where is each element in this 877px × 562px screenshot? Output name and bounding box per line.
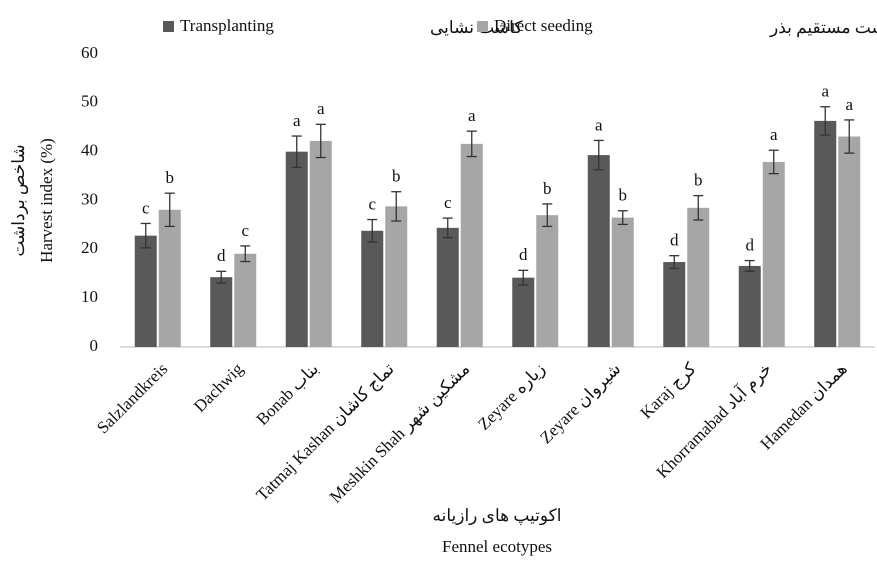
bar	[234, 253, 257, 347]
bar	[587, 155, 610, 347]
legend-label: Transplanting	[180, 16, 274, 35]
significance-letter: b	[392, 167, 401, 186]
legend-label-fa: کاشت نشایی	[430, 18, 523, 37]
significance-letter: c	[142, 198, 150, 217]
bar	[512, 277, 535, 347]
legend-swatch	[477, 21, 488, 32]
bar	[762, 161, 785, 347]
y-tick-label: 50	[81, 92, 98, 111]
y-tick-label: 30	[81, 189, 98, 208]
significance-letter: a	[595, 115, 603, 134]
significance-letter: a	[770, 125, 778, 144]
significance-letter: d	[519, 245, 528, 264]
x-tick-label: Zeyare زیاره	[474, 359, 549, 434]
legend-label-fa: کاشت مستقیم بذر	[769, 18, 877, 38]
significance-letter: d	[217, 246, 226, 265]
x-tick-label: Bonab بناب	[253, 359, 323, 429]
y-tick-label: 0	[90, 336, 99, 355]
significance-letter: b	[166, 168, 175, 187]
x-tick-label: Tatmaj Kashan تماج کاشان	[252, 359, 398, 505]
y-tick-label: 10	[81, 287, 98, 306]
x-axis-label-fa: اکوتیپ های رازیانه	[432, 506, 561, 526]
significance-letter: a	[821, 82, 829, 101]
significance-letter: c	[241, 221, 249, 240]
x-tick-label: Dachwig	[190, 359, 247, 416]
bar	[814, 120, 837, 347]
x-tick-label: Meshkin Shah مشکین شهر	[326, 359, 474, 507]
bar	[536, 215, 559, 347]
bar	[838, 136, 861, 347]
bar	[361, 230, 384, 347]
significance-letter: b	[694, 171, 703, 190]
significance-letter: b	[619, 186, 628, 205]
bar	[436, 227, 459, 347]
significance-letter: a	[468, 106, 476, 125]
bar	[210, 277, 233, 347]
bar	[687, 207, 710, 347]
bar	[158, 209, 181, 347]
legend-swatch	[163, 21, 174, 32]
significance-letter: d	[746, 235, 755, 254]
y-axis-label-fa: شاخص برداشت	[9, 144, 29, 256]
x-tick-label: Salzlandkreis	[93, 359, 171, 437]
significance-letter: d	[670, 231, 679, 250]
significance-letter: c	[444, 193, 452, 212]
significance-letter: a	[845, 95, 853, 114]
bar	[385, 206, 408, 347]
x-axis-label: Fennel ecotypes	[442, 537, 552, 556]
bar	[134, 235, 157, 347]
y-tick-label: 40	[81, 141, 98, 160]
bar	[285, 151, 308, 347]
significance-letter: a	[317, 99, 325, 118]
y-axis-label: Harvest index (%)	[37, 138, 56, 263]
bar	[738, 265, 761, 347]
bar	[663, 262, 686, 347]
significance-letter: c	[368, 194, 376, 213]
legend-label: Direct seeding	[494, 16, 593, 35]
significance-letter: a	[293, 111, 301, 130]
bar	[460, 143, 483, 347]
x-tick-label: Zeyare شیروان	[536, 359, 625, 448]
bar	[309, 140, 332, 347]
y-tick-label: 20	[81, 238, 98, 257]
x-tick-label: Karaj کرج	[637, 359, 702, 424]
y-tick-label: 60	[81, 43, 98, 62]
bar	[611, 217, 634, 347]
significance-letter: b	[543, 179, 552, 198]
